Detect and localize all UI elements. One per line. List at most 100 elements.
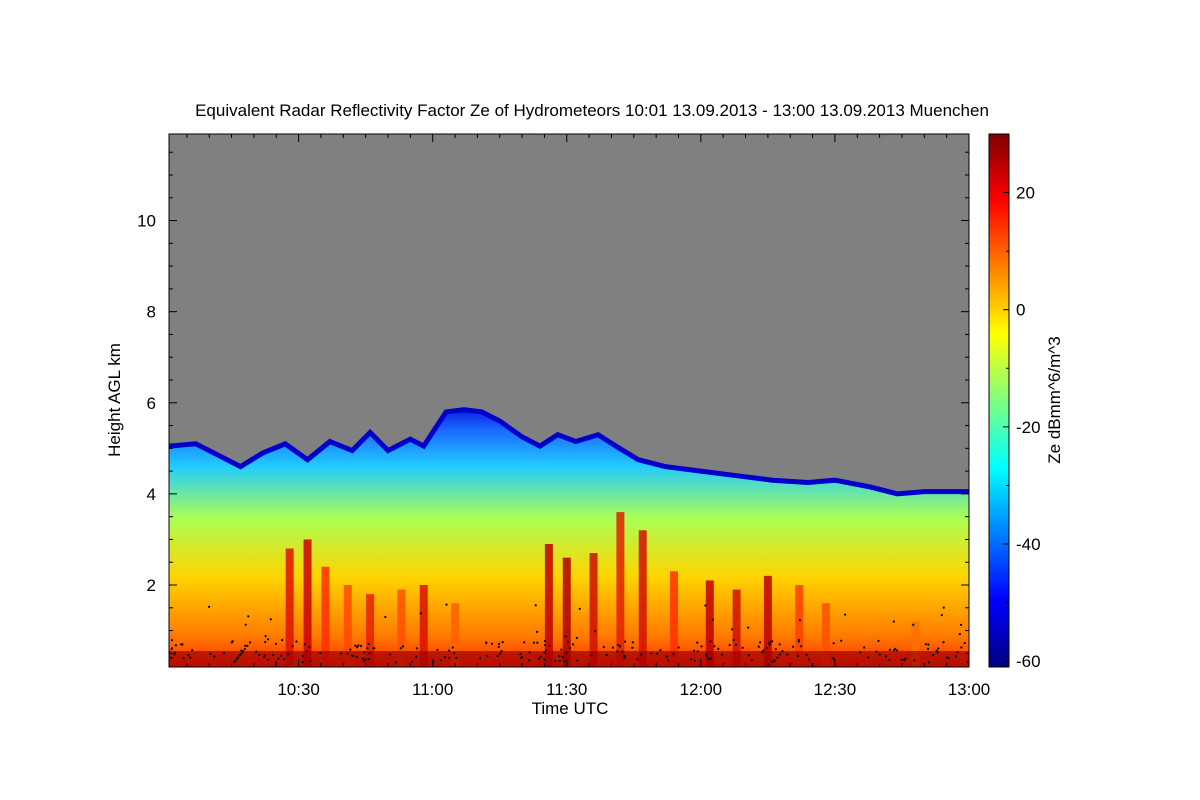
cloud-base-dot xyxy=(497,645,500,649)
convective-cell-14 xyxy=(705,580,714,667)
cloud-base-dot xyxy=(277,657,280,660)
cloud-base-dot xyxy=(769,640,772,643)
cloud-base-dot xyxy=(180,643,183,646)
cloud-base-dot xyxy=(576,659,579,662)
cloud-base-dot xyxy=(709,640,712,643)
cloud-base-dot xyxy=(231,640,234,643)
cloud-base-dot xyxy=(875,650,878,653)
cloud-base-dot xyxy=(927,647,930,651)
cloud-base-dot xyxy=(761,651,764,654)
cloud-base-dot xyxy=(248,641,252,644)
colorbar-label: Ze dBmm^6/m^3 xyxy=(1045,336,1064,463)
cloud-base-dot xyxy=(411,660,414,663)
convective-cell-12 xyxy=(638,530,647,667)
cloud-base-dot xyxy=(832,642,835,645)
cloud-base-dot xyxy=(301,655,304,658)
cloud-base-dot xyxy=(560,648,563,651)
cloud-base-dot xyxy=(295,640,298,643)
cloud-base-dot xyxy=(734,643,738,647)
cloud-base-dot xyxy=(208,605,211,608)
convective-cell-7 xyxy=(451,603,460,667)
convective-cell-1 xyxy=(303,539,312,667)
cloud-base-dot xyxy=(359,644,363,648)
cloud-base-dot xyxy=(954,655,958,658)
cloud-base-dot xyxy=(361,657,365,660)
cloud-base-dot xyxy=(258,653,261,657)
cloud-base-dot xyxy=(301,661,304,664)
convective-cell-3 xyxy=(343,585,352,667)
cloud-base-dot xyxy=(757,645,760,648)
cloud-base-dot xyxy=(539,655,543,658)
colorbar-tick-label: -40 xyxy=(1016,535,1041,554)
cloud-base-dot xyxy=(796,655,799,658)
cloud-base-dot xyxy=(618,645,622,648)
cloud-base-dot xyxy=(665,655,669,658)
cloud-base-dot xyxy=(616,650,619,653)
cloud-base-dot xyxy=(528,659,531,662)
cloud-base-dot xyxy=(936,651,939,654)
cloud-base-dot xyxy=(267,638,270,641)
cloud-base-dot xyxy=(677,646,680,649)
cloud-base-dot xyxy=(781,650,784,653)
cloud-base-dot xyxy=(367,658,370,661)
cloud-base-dot xyxy=(388,653,391,656)
cloud-base-dot xyxy=(759,641,762,644)
cloud-base-dot xyxy=(485,641,488,644)
cloud-base-dot xyxy=(578,607,581,611)
cloud-base-dot xyxy=(346,652,349,655)
cloud-base-dot xyxy=(805,653,808,656)
cloud-base-dot xyxy=(564,635,567,638)
y-axis-label: Height AGL km xyxy=(105,343,124,457)
cloud-base-dot xyxy=(728,643,731,647)
cloud-base-dot xyxy=(942,606,945,609)
cloud-base-dot xyxy=(453,652,456,655)
cloud-base-dot xyxy=(894,647,897,650)
cloud-base-dot xyxy=(486,655,489,658)
colorbar-tick-label: -20 xyxy=(1016,418,1041,437)
cloud-base-dot xyxy=(568,646,572,650)
cloud-base-dot xyxy=(792,645,795,648)
cloud-base-dot xyxy=(877,639,880,643)
cloud-base-dot xyxy=(239,653,242,656)
cloud-base-dot xyxy=(246,644,249,647)
cloud-base-dot xyxy=(536,641,539,644)
cloud-base-dot xyxy=(750,659,753,662)
cloud-base-dot xyxy=(439,659,443,662)
cloud-base-dot xyxy=(447,649,451,652)
cloud-base-dot xyxy=(291,645,294,648)
cloud-base-dot xyxy=(768,642,771,645)
y-axis: 2 4 6 8 10 xyxy=(137,151,969,654)
cloud-base-dot xyxy=(672,652,675,656)
cloud-base-dot xyxy=(800,645,803,648)
cloud-base-dot xyxy=(693,659,697,662)
cloud-base-dot xyxy=(189,656,192,659)
cloud-base-dot xyxy=(240,649,243,652)
cloud-base-dot xyxy=(479,657,482,660)
cloud-base-markers xyxy=(169,603,969,664)
cloud-base-dot xyxy=(554,659,557,663)
cloud-base-dot xyxy=(959,623,963,626)
cloud-base-dot xyxy=(956,651,959,654)
y-tick-label: 10 xyxy=(137,212,156,231)
y-tick-label: 6 xyxy=(147,394,156,413)
x-tick-label: 12:30 xyxy=(814,680,857,699)
cloud-base-dot xyxy=(255,650,258,653)
cloud-base-dot xyxy=(499,652,502,655)
cloud-base-dot xyxy=(895,649,899,652)
cloud-base-dot xyxy=(707,657,710,661)
cloud-base-dot xyxy=(367,642,370,646)
cloud-base-dot xyxy=(832,657,835,660)
cloud-base-dot xyxy=(935,649,938,652)
cloud-base-dot xyxy=(415,655,418,659)
cloud-base-dot xyxy=(247,615,250,618)
cloud-base-dot xyxy=(771,660,774,664)
chart-title: Equivalent Radar Reflectivity Factor Ze … xyxy=(195,101,989,120)
cloud-base-dot xyxy=(350,654,354,657)
cloud-base-dot xyxy=(700,645,703,648)
cloud-base-dot xyxy=(271,653,275,657)
cloud-base-dot xyxy=(567,640,570,643)
cloud-base-dot xyxy=(942,641,945,644)
cloud-base-dot xyxy=(355,655,358,658)
cloud-base-dot xyxy=(888,659,891,662)
convective-cell-19 xyxy=(911,621,920,667)
